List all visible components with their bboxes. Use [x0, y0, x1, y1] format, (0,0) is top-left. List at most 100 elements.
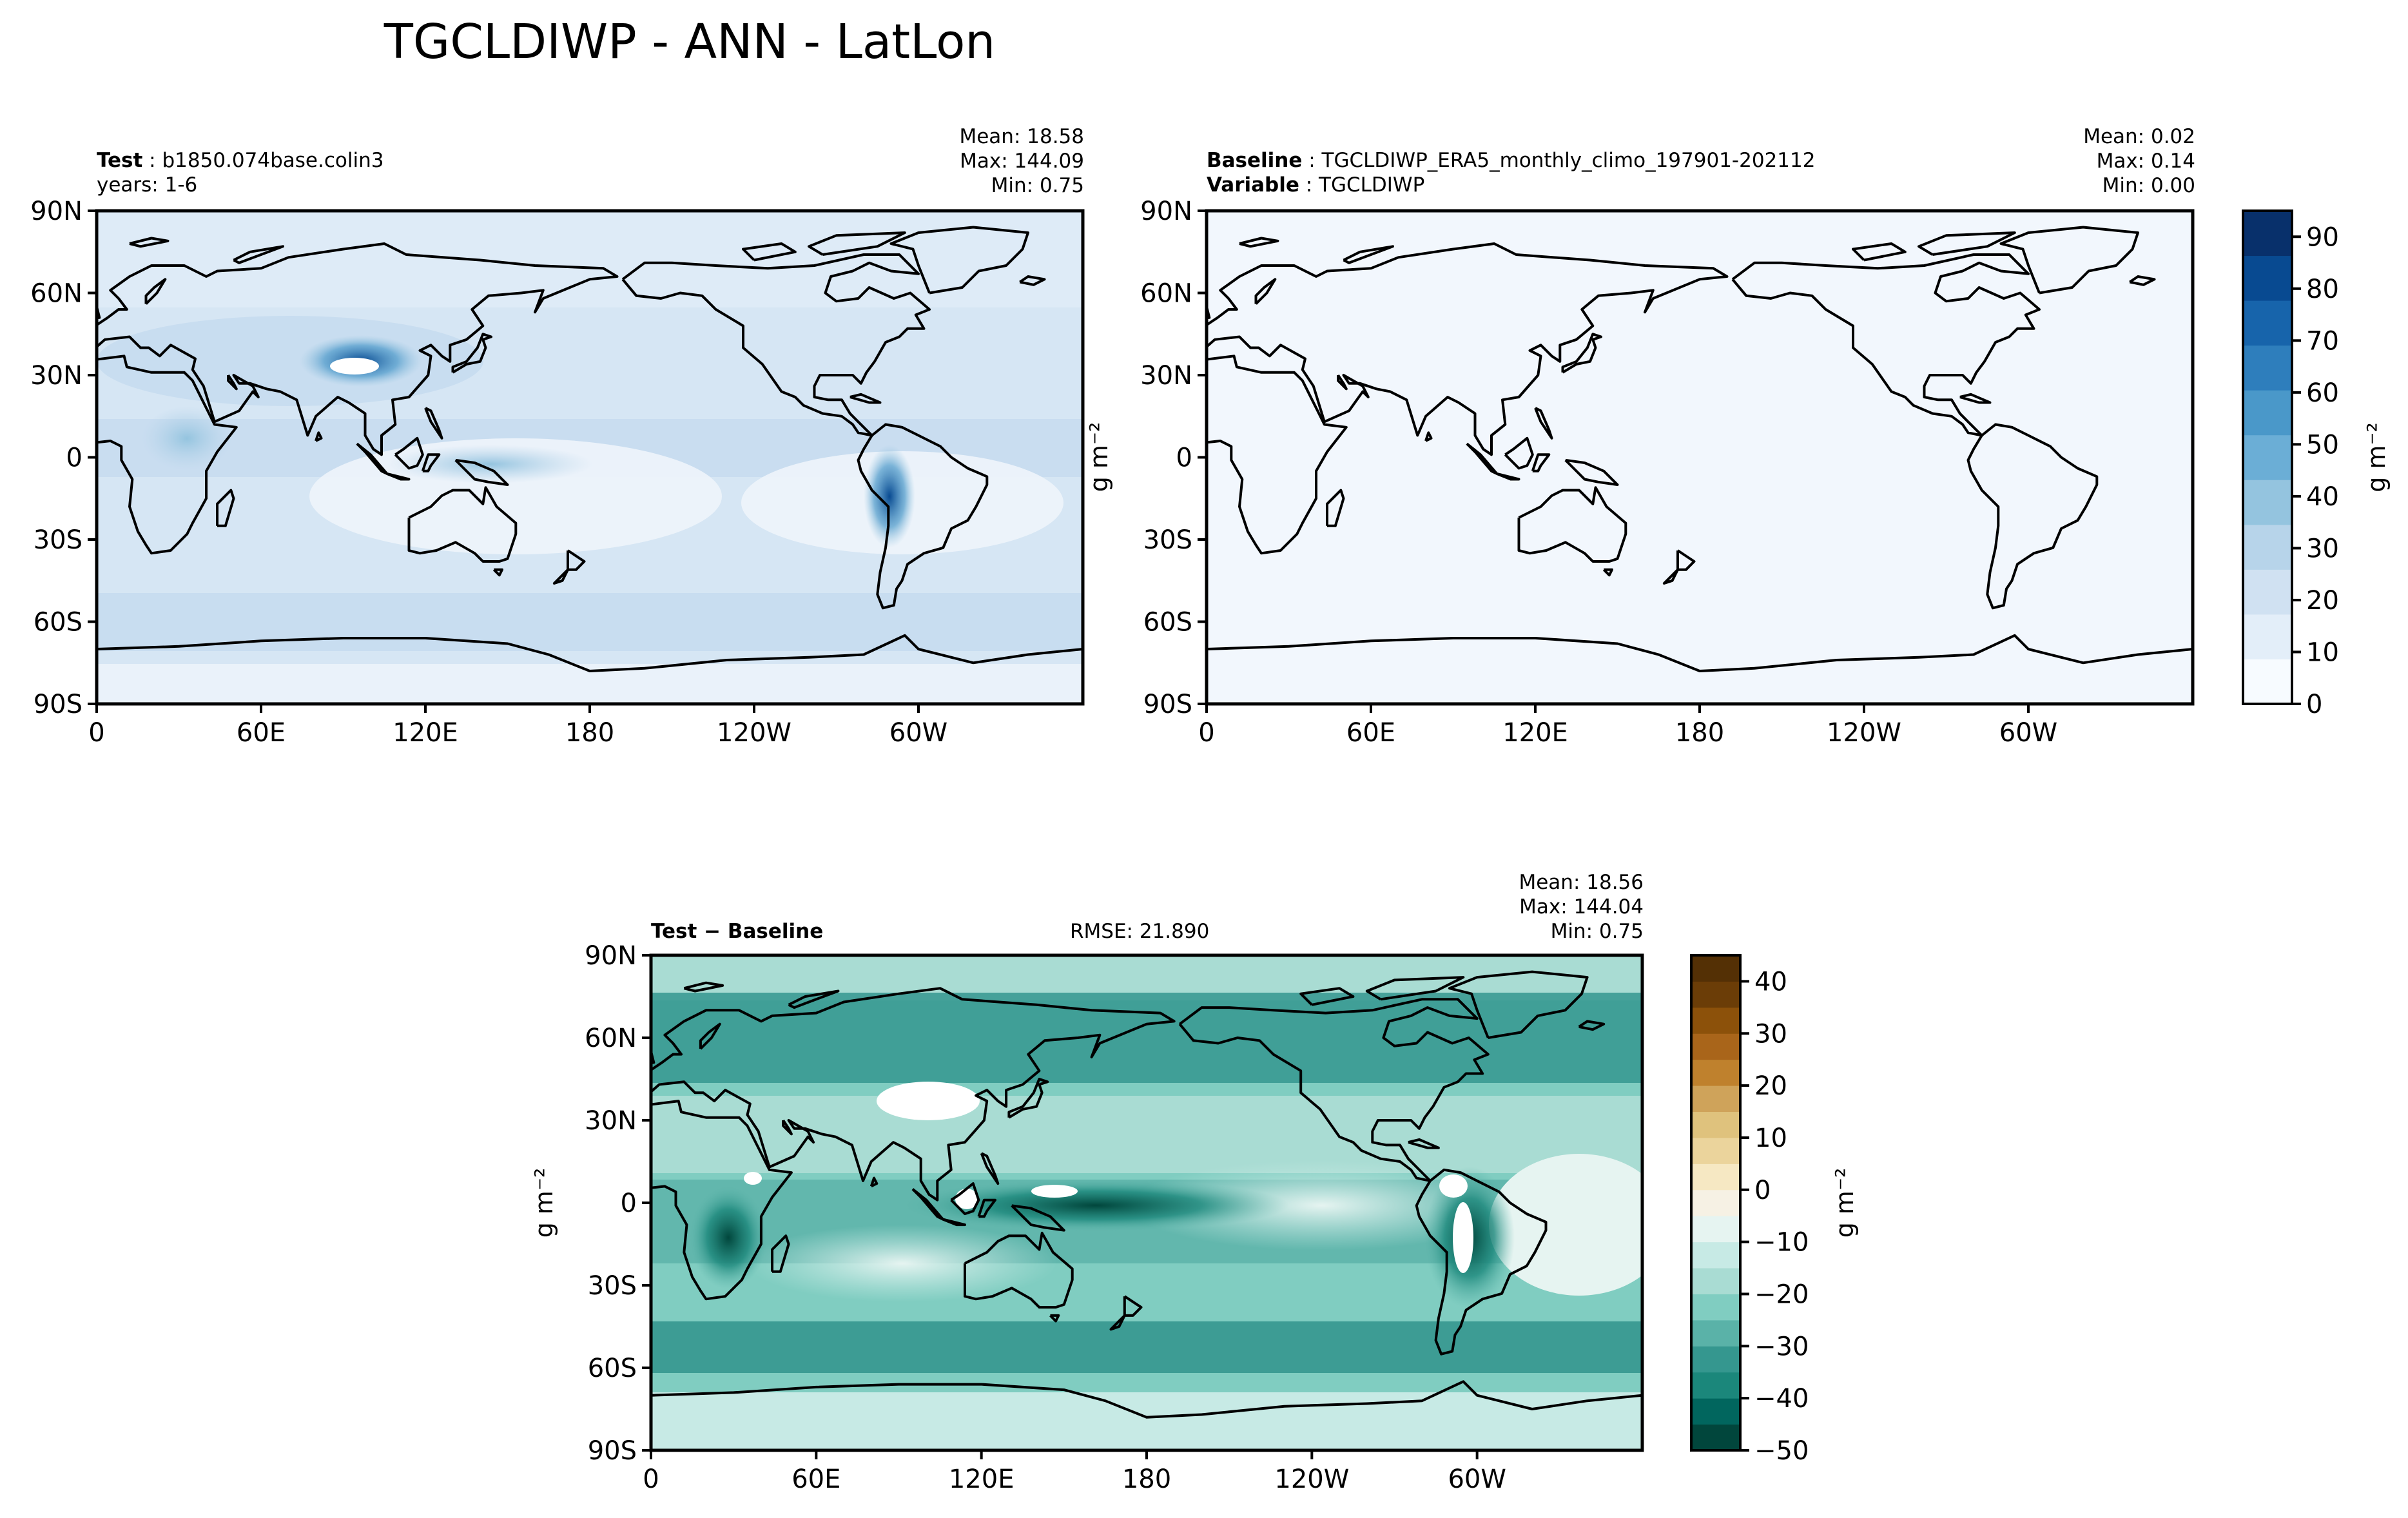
baseline-coastlines: [1207, 226, 2193, 704]
baseline-cbar-segment-8: [2243, 300, 2292, 346]
diff-coastline-18: [1448, 970, 1589, 1039]
diff-coastline-2: [699, 1022, 721, 1050]
baseline-coastline-17: [1731, 253, 2041, 437]
baseline-coastline-1: [1207, 242, 1729, 456]
test-coastline-3: [97, 304, 101, 320]
diff-cbar-segment-18: [1691, 955, 1740, 982]
baseline-cbar-segment-9: [2243, 255, 2292, 301]
diff-xtick-label-5: 60W: [1448, 1464, 1506, 1494]
baseline-coastline-20: [1966, 423, 2099, 610]
diff-coastline-13: [980, 1152, 1000, 1185]
baseline-coastline-7: [1561, 333, 1602, 374]
diff-coastline-24: [788, 989, 840, 1009]
test-coastline-22: [1019, 275, 1046, 286]
diff-cbar-segment-17: [1691, 981, 1740, 1008]
baseline-ytick-label-2: 30N: [1140, 361, 1192, 391]
baseline-xtick-label-4: 120W: [1827, 718, 1901, 748]
diff-ytick-label-3: 0: [621, 1189, 637, 1218]
test-years: years: 1-6: [97, 173, 198, 197]
diff-ytick-label-5: 60S: [588, 1354, 637, 1383]
baseline-cbar-tick-label-7: 70: [2306, 326, 2339, 356]
diff-coastline-23: [683, 981, 724, 993]
diff-coastline-10: [942, 1218, 966, 1227]
baseline-coastline-11: [1531, 453, 1551, 472]
baseline-max: Max: 0.14: [2096, 150, 2195, 173]
baseline-cbar-segment-10: [2243, 211, 2292, 257]
baseline-coastline-22: [2129, 275, 2156, 286]
baseline-ytick-label-5: 60S: [1143, 608, 1192, 637]
test-coastline-24: [233, 245, 284, 264]
test-coastline-4: [227, 374, 238, 391]
diff-coastline-5: [771, 1234, 790, 1273]
test-coastline-20: [857, 423, 989, 610]
diff-cbar-segment-11: [1691, 1137, 1740, 1164]
diff-cbar-segment-8: [1691, 1216, 1740, 1243]
diff-cbar-segment-4: [1691, 1319, 1740, 1347]
baseline-cbar-segment-7: [2243, 345, 2292, 391]
baseline-cbar-tick-label-8: 80: [2306, 275, 2339, 304]
baseline-xtick-label-5: 60W: [1999, 718, 2057, 748]
baseline-ytick-label-0: 90N: [1140, 197, 1192, 226]
baseline-cbar-segment-2: [2243, 569, 2292, 615]
baseline-coastline-6: [1424, 431, 1433, 442]
baseline-cbar-segment-4: [2243, 480, 2292, 525]
baseline-cbar-segment-3: [2243, 524, 2292, 570]
baseline-dataset: TGCLDIWP_ERA5_monthly_climo_197901-20211…: [1321, 149, 1816, 172]
baseline-coastline-3: [1207, 304, 1211, 320]
diff-coastline-20: [1415, 1168, 1548, 1356]
rmse-text: RMSE: 21.890: [1070, 920, 1210, 943]
baseline-coastline-5: [1326, 489, 1345, 527]
test-map: [97, 211, 1083, 704]
diff-cbar-tick-label-7: −30: [1754, 1332, 1809, 1361]
test-coastline-19: [850, 393, 882, 404]
diff-cbar-segment-0: [1691, 1424, 1740, 1451]
baseline-coastline-0: [1207, 355, 1348, 555]
diff-min: Min: 0.75: [1550, 920, 1644, 943]
diff-cbar-label: g m⁻²: [1830, 1168, 1859, 1238]
test-coastline-17: [621, 253, 931, 437]
diff-xtick-label-1: 60E: [791, 1464, 840, 1494]
diff-coastline-12: [1011, 1204, 1065, 1232]
test-header: Test : b1850.074base.colin3 years: 1-6: [97, 149, 384, 197]
baseline-coastline-12: [1564, 458, 1619, 486]
baseline-coastline-19: [1959, 393, 1992, 404]
test-xtick-label-4: 120W: [717, 718, 791, 748]
baseline-coastline-2: [1254, 278, 1277, 305]
diff-xtick-label-0: 0: [643, 1464, 659, 1494]
diff-coastline-26: [1299, 987, 1355, 1006]
baseline-cbar-frame: [2242, 209, 2293, 705]
test-coastline-21: [97, 634, 1083, 704]
test-xtick-label-0: 0: [88, 718, 104, 748]
test-coastlines: [97, 226, 1083, 704]
baseline-cbar-tick-label-4: 40: [2306, 482, 2339, 512]
diff-cbar-segment-2: [1691, 1372, 1740, 1399]
diff-cbar-segment-12: [1691, 1111, 1740, 1138]
diff-coastline-6: [869, 1176, 879, 1188]
test-coastline-14: [407, 486, 518, 563]
baseline-cbar-segment-6: [2243, 390, 2292, 436]
diff-ytick-label-1: 60N: [585, 1024, 637, 1053]
test-label: Test: [97, 149, 143, 172]
baseline-coastline-10: [1496, 472, 1520, 481]
baseline-xtick-label-3: 180: [1675, 718, 1724, 748]
diff-cbar-segment-10: [1691, 1163, 1740, 1191]
test-mean: Mean: 18.58: [959, 125, 1084, 148]
baseline-xtick-label-0: 0: [1198, 718, 1214, 748]
test-xtick-label-5: 60W: [889, 718, 947, 748]
diff-label: Test − Baseline: [651, 920, 824, 943]
test-coastline-16: [552, 549, 586, 585]
diff-cbar-tick-label-8: −40: [1754, 1384, 1809, 1414]
test-min: Min: 0.75: [991, 174, 1084, 197]
test-coastline-8: [356, 442, 389, 475]
diff-ytick-label-6: 90S: [588, 1436, 637, 1466]
baseline-units-label: g m⁻²: [1085, 422, 1113, 492]
figure-title: TGCLDIWP - ANN - LatLon: [384, 14, 996, 70]
baseline-coastline-25: [1918, 231, 2016, 256]
test-coastline-10: [386, 472, 411, 481]
test-coastline-7: [451, 333, 492, 374]
test-coastline-5: [216, 489, 235, 527]
test-coastline-15: [492, 568, 503, 577]
diff-coastlines: [651, 970, 1642, 1450]
baseline-stats: Mean: 0.02 Max: 0.14 Min: 0.00: [2083, 124, 2195, 198]
